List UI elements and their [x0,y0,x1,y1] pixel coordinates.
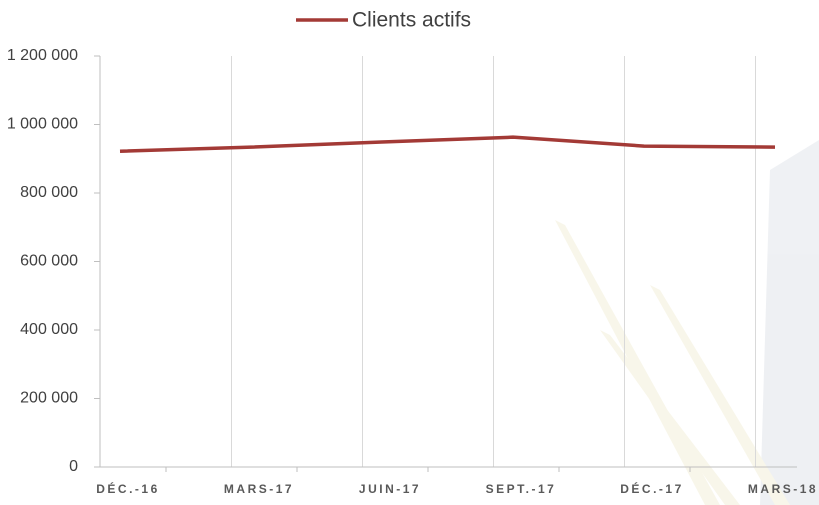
y-tick-label: 600 000 [20,253,78,270]
background-decoration [555,140,819,505]
x-tick-label: SEPT.-17 [486,482,557,496]
series-line [120,137,775,151]
legend-label: Clients actifs [352,9,471,32]
x-tick-label: MARS-17 [224,482,294,496]
chart: 0 200 000 400 000 600 000 800 000 1 000 000 1 … [0,0,819,505]
x-tick-label: DÉC.-17 [620,481,684,496]
x-tick-label: JUIN-17 [359,482,421,496]
y-tick-label: 0 [69,458,78,475]
y-tick-label: 200 000 [20,390,78,407]
y-tick-label: 400 000 [20,321,78,338]
x-tick-label: MARS-18 [748,482,818,496]
y-tick-label: 1 200 000 [7,47,78,64]
x-tick-label: DÉC.-16 [96,481,160,496]
page: {"chart_data": {"type": "line", "categor… [0,0,819,505]
y-tick-label: 1 000 000 [7,116,78,133]
y-tick-label: 800 000 [20,184,78,201]
